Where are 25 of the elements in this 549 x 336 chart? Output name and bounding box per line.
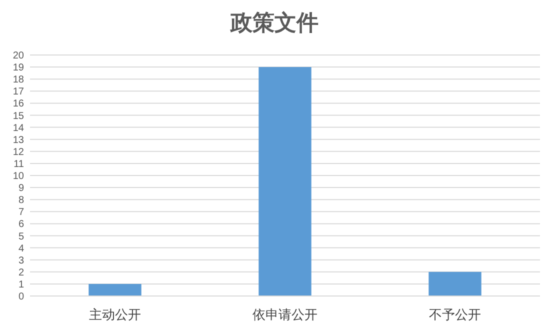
- y-tick-label: 17: [12, 86, 24, 98]
- y-tick-label: 0: [18, 292, 24, 302]
- y-tick-label: 5: [18, 231, 24, 242]
- y-tick-label: 9: [18, 183, 24, 194]
- y-tick-label: 10: [12, 171, 24, 182]
- title: 政策文件: [230, 10, 318, 35]
- x-tick-label: 主动公开: [89, 307, 141, 322]
- y-tick-label: 8: [18, 195, 24, 206]
- y-tick-label: 18: [12, 74, 24, 86]
- y-tick-label: 15: [12, 110, 24, 122]
- y-tick-label: 14: [12, 122, 24, 134]
- y-tick-label: 3: [18, 255, 24, 266]
- y-tick-label: 19: [12, 62, 24, 74]
- y-tick-label: 4: [18, 243, 24, 254]
- y-tick-label: 1: [18, 279, 24, 290]
- y-tick-label: 16: [12, 98, 24, 110]
- y-tick-label: 6: [18, 219, 24, 230]
- y-tick-label: 20: [12, 50, 24, 62]
- x-tick-label: 依申请公开: [252, 307, 318, 322]
- y-tick-label: 2: [18, 267, 24, 278]
- y-tick-label: 13: [12, 134, 24, 146]
- y-tick-label: 11: [14, 158, 24, 170]
- y-tick-label: 7: [18, 207, 24, 218]
- y-tick-label: 12: [12, 146, 24, 158]
- x-tick-label: 不予公开: [429, 307, 481, 322]
